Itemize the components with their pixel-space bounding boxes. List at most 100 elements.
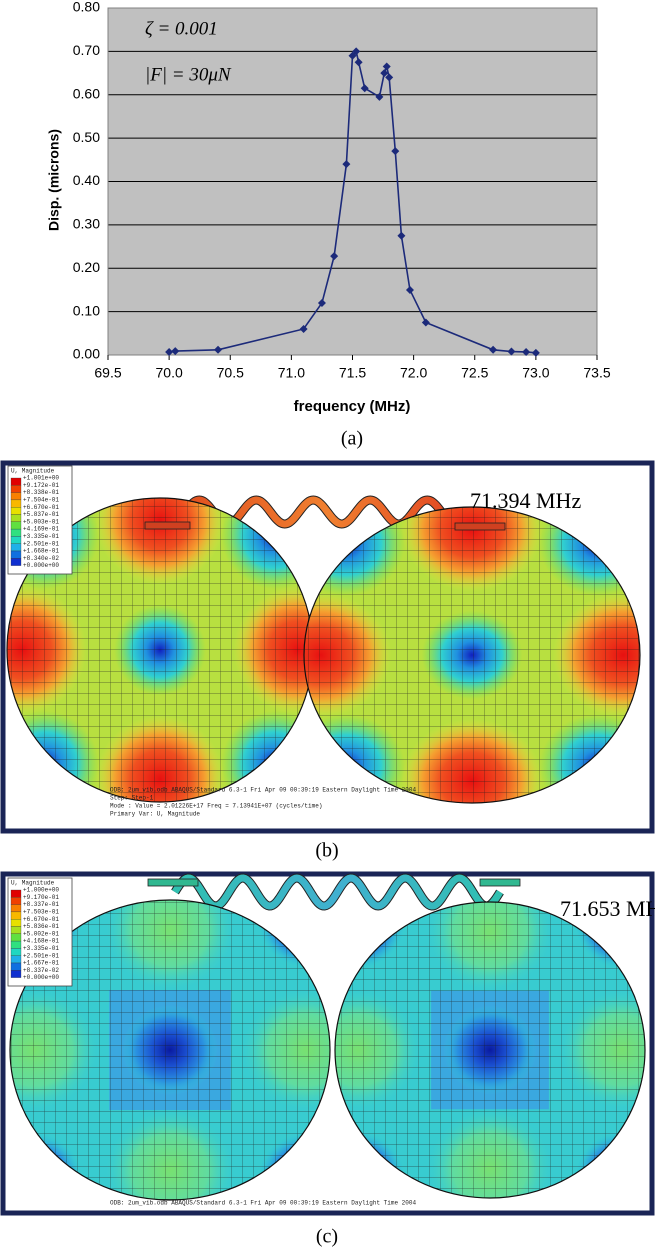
legend-swatch (10, 919, 22, 927)
data-point (348, 51, 357, 60)
footer-text: Primary Var: U, Magnitude (110, 811, 200, 818)
legend-swatch (10, 889, 22, 898)
legend-swatch (10, 897, 22, 905)
y-tick-label: 0.00 (73, 346, 100, 362)
data-point (522, 347, 531, 356)
mesh (335, 902, 645, 1198)
legend-value: +3.335e-01 (23, 945, 59, 952)
legend-value: +7.503e-01 (23, 908, 59, 915)
y-tick-label: 0.40 (73, 172, 100, 188)
frequency-label: 71.394 MHz (470, 488, 581, 513)
legend-value: +1.667e-01 (23, 960, 59, 967)
y-tick-label: 0.60 (73, 85, 100, 101)
data-point (342, 160, 351, 169)
legend-swatch (10, 536, 22, 544)
x-tick-label: 70.0 (156, 365, 183, 381)
plate (335, 902, 645, 1198)
legend-swatch (10, 521, 22, 530)
legend-value: +1.668e-01 (23, 548, 59, 555)
caption: (b) (315, 840, 338, 862)
legend-swatch (10, 485, 22, 493)
y-tick-label: 0.10 (73, 302, 100, 318)
x-tick-label: 71.0 (278, 365, 305, 381)
legend-swatch (10, 558, 22, 566)
footer-text: ODB: 2um_vib.odb ABAQUS/Standard 6.3-1 F… (110, 1200, 416, 1207)
x-axis-title: frequency (MHz) (294, 398, 411, 415)
legend-value: +7.504e-01 (23, 496, 59, 503)
footer-text: Step: Step-1 (110, 795, 154, 802)
y-tick-label: 0.30 (73, 216, 100, 232)
legend-value: +2.501e-01 (23, 540, 59, 547)
legend-swatch (10, 528, 22, 537)
data-point (360, 84, 369, 93)
data-point (385, 73, 394, 82)
legend-value: +0.000e+00 (23, 974, 59, 981)
legend-value: +6.670e-01 (23, 916, 59, 923)
data-point (391, 147, 400, 156)
legend-value: +8.337e-02 (23, 967, 59, 974)
legend-swatch (10, 940, 22, 949)
anchor (147, 878, 199, 887)
legend-value: +5.836e-01 (23, 923, 59, 930)
legend-swatch (10, 970, 22, 978)
data-point (354, 58, 363, 67)
legend-value: +0.000e+00 (23, 562, 59, 569)
legend-swatch (10, 926, 22, 934)
legend-swatch (10, 948, 22, 956)
legend-swatch (10, 499, 22, 508)
legend-swatch (10, 962, 22, 971)
legend-value: +8.340e-02 (23, 555, 59, 562)
data-point (330, 252, 339, 261)
legend-swatch (10, 543, 22, 552)
legend-value: +5.002e-01 (23, 930, 59, 937)
data-point (531, 348, 540, 357)
legend-swatch (10, 507, 22, 515)
legend-swatch (10, 955, 22, 964)
anchor (144, 521, 191, 530)
x-tick-label: 73.5 (583, 365, 610, 381)
data-point (299, 324, 308, 333)
x-tick-label: 69.5 (94, 365, 121, 381)
plate-outline (9, 899, 331, 1201)
y-axis-title: Disp. (microns) (46, 129, 62, 231)
data-point (421, 318, 430, 327)
data-point (375, 92, 384, 101)
data-point (405, 285, 414, 294)
legend-value: +4.168e-01 (23, 938, 59, 945)
x-tick-label: 71.5 (339, 365, 366, 381)
anchor (479, 878, 521, 887)
data-point (165, 347, 174, 356)
legend-value: +3.335e-01 (23, 533, 59, 540)
legend-value: +5.837e-01 (23, 511, 59, 518)
data-point (507, 347, 516, 356)
x-tick-label: 73.0 (522, 365, 549, 381)
legend-value: +2.501e-01 (23, 952, 59, 959)
plate-outline (334, 901, 646, 1199)
x-tick-label: 72.0 (400, 365, 427, 381)
y-tick-label: 0.20 (73, 259, 100, 275)
y-tick-label: 0.70 (73, 42, 100, 58)
spring (172, 874, 503, 910)
legend-swatch (10, 550, 22, 559)
legend-swatch (10, 933, 22, 942)
legend-value: +5.003e-01 (23, 518, 59, 525)
caption: (a) (341, 428, 363, 450)
legend-title: U, Magnitude (11, 880, 55, 887)
footer-text: ODB: 2um_vib.odb ABAQUS/Standard 6.3-1 F… (110, 787, 416, 794)
data-point (171, 347, 180, 356)
legend-swatch (10, 911, 22, 920)
caption: (c) (316, 1226, 338, 1248)
data-point (397, 231, 406, 240)
legend-value: +1.001e+00 (23, 475, 59, 482)
data-point (382, 62, 391, 71)
legend-value: +8.338e-01 (23, 489, 59, 496)
annotation: |F| = 30μN (145, 64, 232, 85)
legend-swatch (10, 477, 22, 486)
data-point (317, 298, 326, 307)
data-point (489, 345, 498, 354)
data-point (214, 345, 223, 354)
y-tick-label: 0.50 (73, 129, 100, 145)
legend-value: +9.172e-01 (23, 482, 59, 489)
plate-outline (303, 506, 641, 804)
